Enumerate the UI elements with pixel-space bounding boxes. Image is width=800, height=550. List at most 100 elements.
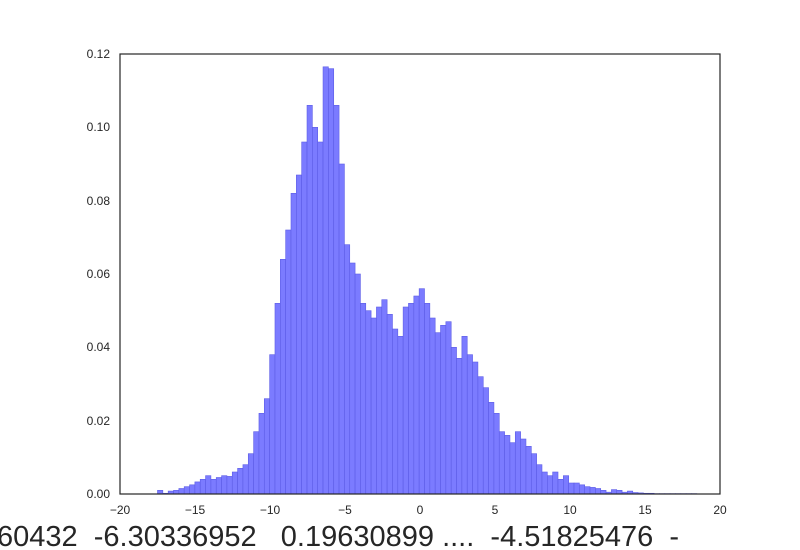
histogram-bar: [199, 479, 206, 495]
histogram-bar: [402, 306, 409, 495]
y-tick-label: 0.04: [87, 340, 111, 354]
x-tick-label: −5: [338, 503, 352, 517]
histogram-bar: [376, 306, 383, 495]
histogram-bar: [215, 477, 222, 495]
histogram-bar: [461, 336, 468, 495]
histogram-bar: [498, 431, 505, 495]
x-tick-label: −10: [260, 503, 281, 517]
histogram-bar: [338, 163, 345, 495]
plot-frame: [119, 53, 721, 495]
histogram-bar: [595, 488, 602, 495]
histogram-bar: [194, 481, 201, 495]
histogram-bars: [157, 66, 698, 495]
histogram-bar: [493, 413, 500, 495]
histogram-bar: [269, 354, 276, 495]
y-tick-label: 0.08: [87, 194, 111, 208]
histogram-bar: [306, 105, 313, 495]
histogram-bar: [280, 259, 286, 495]
histogram-bar: [563, 475, 569, 495]
histogram-bar: [205, 475, 212, 495]
y-tick-label: 0.10: [87, 120, 111, 134]
histogram-bar: [274, 303, 281, 495]
histogram-bar: [573, 482, 580, 495]
histogram-bar: [365, 310, 372, 495]
histogram-bar: [226, 476, 233, 495]
histogram-bar: [247, 453, 254, 495]
histogram-bar: [360, 303, 367, 495]
histogram-bar: [530, 453, 537, 495]
y-tick-label: 0.00: [87, 487, 111, 501]
histogram-bar: [482, 387, 489, 495]
x-tick-label: −20: [110, 503, 131, 517]
histogram-bar: [386, 314, 393, 495]
y-tick-labels: 0.00 0.02 0.04 0.06 0.08 0.10 0.12: [87, 47, 111, 501]
y-tick-label: 0.12: [87, 47, 111, 61]
x-tick-label: −15: [185, 503, 206, 517]
histogram-bar: [258, 413, 265, 495]
histogram-bar: [509, 442, 516, 495]
x-tick-label: 20: [713, 503, 727, 517]
histogram-bar: [477, 376, 484, 495]
histogram-bar: [488, 402, 495, 495]
histogram-bar: [434, 332, 441, 495]
histogram-bar: [408, 303, 415, 495]
histogram-bar: [221, 475, 228, 495]
histogram-bar: [589, 487, 596, 495]
x-tick-label: 10: [563, 503, 577, 517]
y-tick-label: 0.02: [87, 414, 111, 428]
histogram-bar: [557, 479, 564, 495]
histogram-bar: [466, 354, 473, 495]
x-tick-labels: −20 −15 −10 −5 0 5 10 15 20: [110, 503, 727, 517]
histogram-bar: [418, 288, 425, 495]
histogram-bar: [440, 325, 447, 495]
histogram-bar: [312, 127, 318, 495]
histogram-bar: [285, 229, 292, 495]
histogram-bar: [611, 489, 618, 495]
x-axis-label: 60432 -6.30336952 0.19630899 .... -4.518…: [0, 521, 679, 550]
histogram-bar: [514, 431, 521, 495]
histogram-bar: [397, 336, 404, 495]
histogram-bar: [456, 358, 463, 495]
histogram-bar: [445, 321, 452, 495]
histogram-bar: [231, 471, 238, 495]
histogram-bar: [584, 486, 591, 495]
histogram-bar: [392, 328, 399, 495]
histogram-bar: [370, 317, 377, 495]
x-tick-label: 15: [638, 503, 652, 517]
histogram-bar: [354, 273, 361, 495]
histogram-bar: [237, 468, 244, 495]
histogram-bar: [333, 105, 340, 495]
x-tick-label: 0: [417, 503, 424, 517]
histogram-bar: [413, 295, 420, 495]
histogram-bar: [301, 141, 308, 495]
histogram-bar: [472, 361, 479, 495]
y-tick-label: 0.06: [87, 267, 111, 281]
histogram-bar: [344, 244, 351, 495]
histogram-bar: [552, 471, 559, 495]
histogram-bar: [349, 262, 356, 495]
histogram-bar: [541, 471, 548, 495]
histogram-bar: [263, 398, 270, 495]
histogram-bar: [504, 435, 511, 495]
histogram-bar: [290, 193, 297, 495]
histogram-bar: [547, 475, 553, 495]
histogram-bar: [536, 464, 543, 495]
histogram-bar: [296, 174, 302, 495]
histogram-bar: [178, 488, 185, 495]
histogram-bar: [210, 479, 217, 495]
histogram-bar: [424, 303, 431, 495]
histogram-bar: [253, 431, 260, 495]
histogram-bar: [450, 347, 457, 495]
histogram-bar: [525, 446, 532, 495]
histogram-bar: [322, 66, 329, 495]
histogram-bar: [381, 299, 388, 495]
histogram-bar: [189, 484, 196, 495]
histogram-bar: [183, 486, 190, 495]
histogram-bar: [579, 484, 585, 495]
histogram-bar: [317, 141, 324, 495]
x-tick-label: 5: [492, 503, 499, 517]
histogram-bar: [242, 464, 249, 495]
histogram-bar: [328, 68, 335, 495]
histogram-bar: [568, 482, 575, 495]
